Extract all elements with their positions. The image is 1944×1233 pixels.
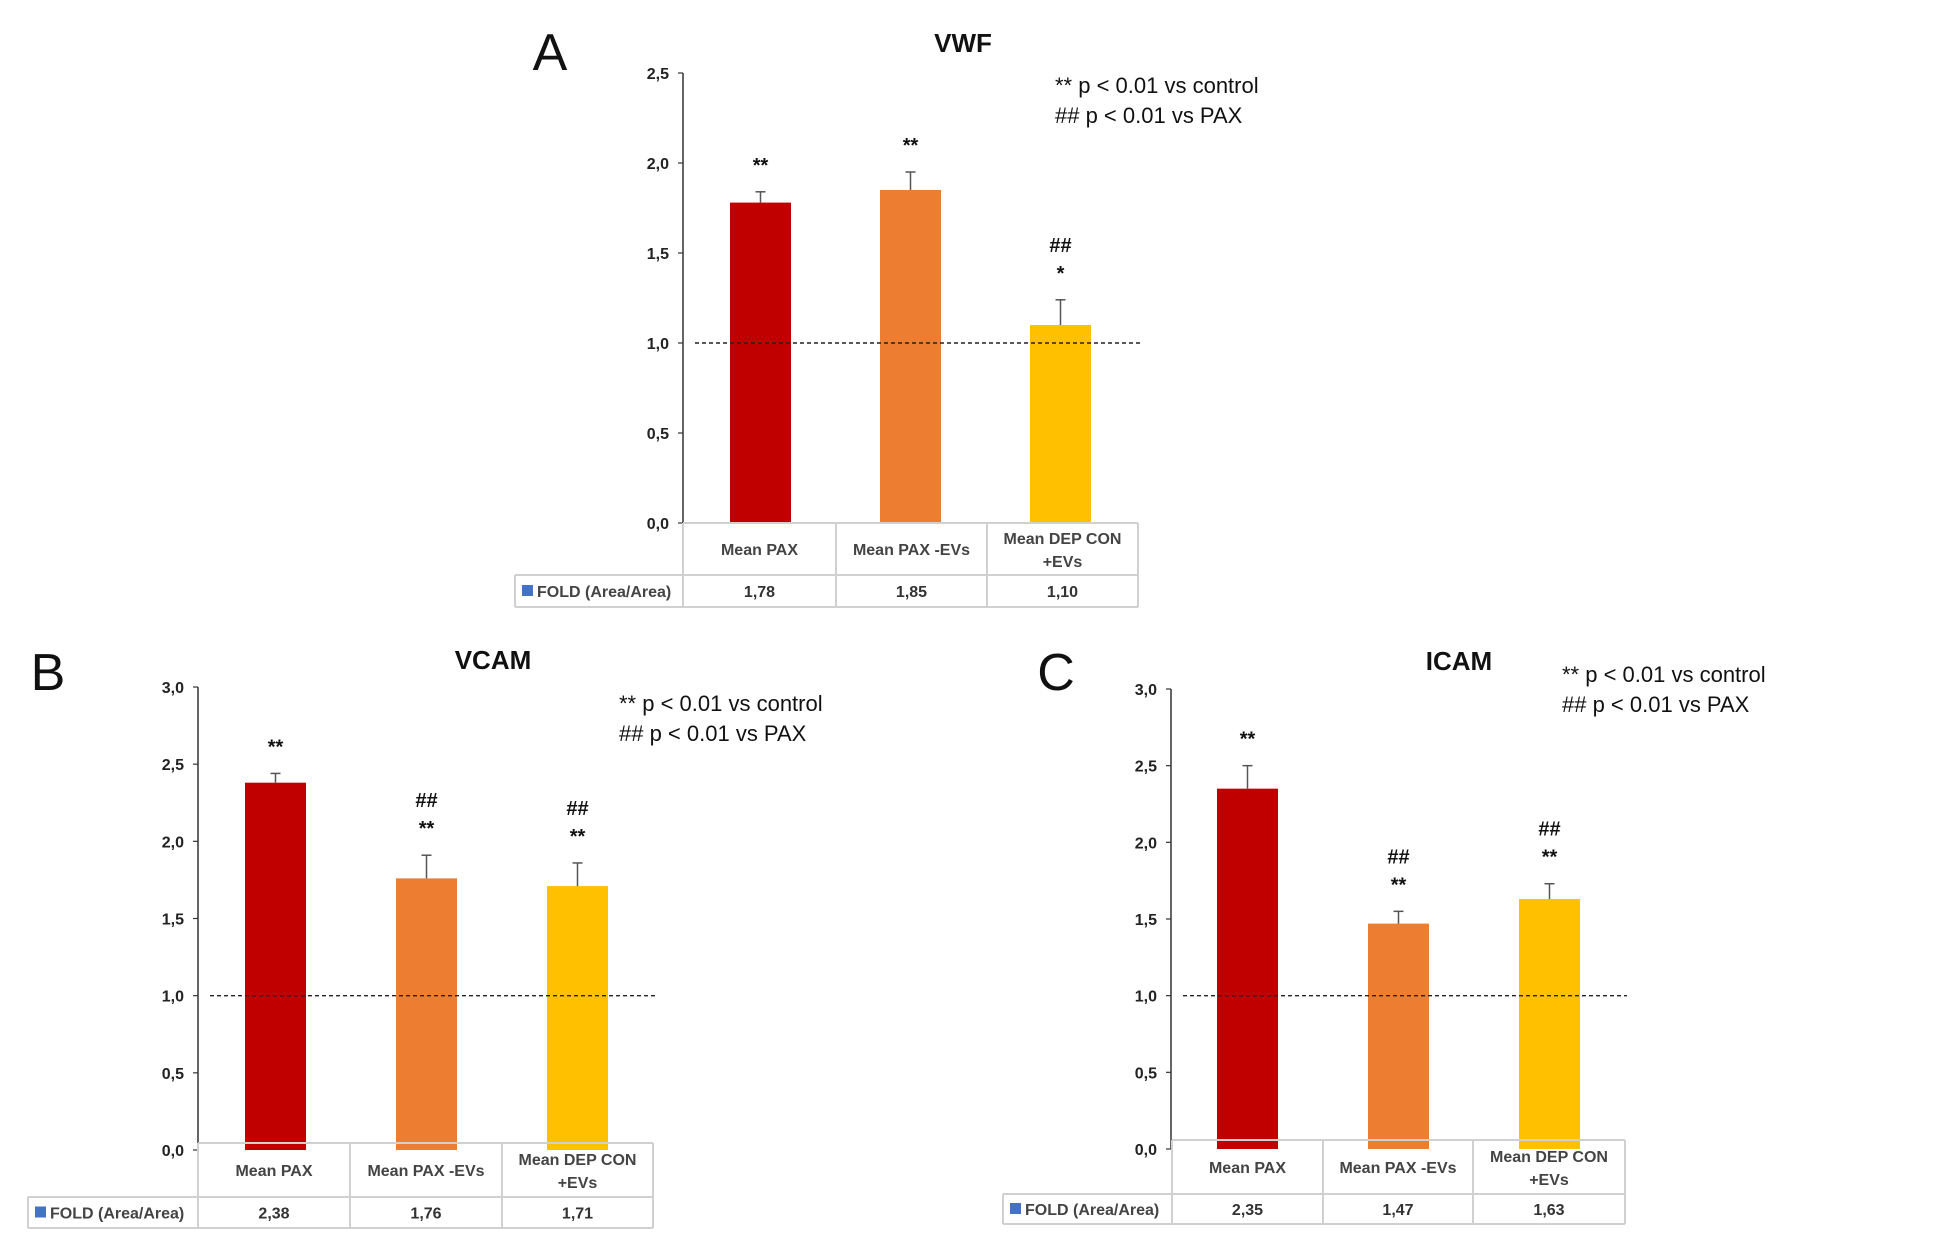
significance-legend-line: ## p < 0.01 vs PAX (1562, 692, 1750, 717)
chart-title: VCAM (455, 645, 532, 675)
chart-panel-c: C ICAM ** p < 0.01 vs control ## p < 0.01 v… (1002, 644, 1766, 1225)
category-label: Mean DEP CON (1004, 531, 1122, 548)
chart-title: VWF (934, 28, 992, 58)
bar (880, 190, 941, 523)
significance-mark: ## (415, 790, 437, 812)
significance-legend-line: ** p < 0.01 vs control (1562, 662, 1766, 687)
chart-title: ICAM (1426, 646, 1492, 676)
category-label: Mean PAX -EVs (1339, 1160, 1456, 1177)
series-legend-marker (522, 585, 533, 596)
y-tick-label: 3,0 (162, 680, 184, 697)
significance-legend-line: ## p < 0.01 vs PAX (1055, 103, 1243, 128)
y-tick-label: 1,5 (647, 246, 669, 263)
y-tick-label: 2,5 (647, 66, 669, 83)
bar (1217, 788, 1278, 1149)
significance-legend-line: ** p < 0.01 vs control (1055, 73, 1259, 98)
significance-mark: ** (268, 736, 284, 758)
significance-mark: ** (1391, 874, 1407, 896)
bar (547, 886, 608, 1150)
significance-mark: ** (1240, 729, 1256, 751)
panel-letter: C (1037, 644, 1075, 702)
category-label: Mean PAX (235, 1163, 312, 1180)
data-table-value: 2,35 (1232, 1202, 1263, 1219)
y-tick-label: 1,0 (647, 336, 669, 353)
data-table-value: 1,10 (1047, 584, 1078, 601)
data-table-value: 1,71 (562, 1206, 593, 1223)
data-table-value: 1,85 (896, 584, 927, 601)
data-table-value: 1,76 (410, 1206, 441, 1223)
bar (245, 782, 306, 1150)
y-tick-label: 0,0 (647, 516, 669, 533)
significance-mark: ** (753, 155, 769, 177)
category-label: Mean DEP CON (519, 1152, 637, 1169)
y-tick-label: 0,0 (1135, 1142, 1157, 1159)
series-legend-marker (1010, 1203, 1021, 1214)
category-label: Mean PAX -EVs (367, 1163, 484, 1180)
significance-mark: ** (903, 135, 919, 157)
y-tick-label: 2,0 (647, 156, 669, 173)
series-legend-label: FOLD (Area/Area) (537, 584, 671, 601)
bar (730, 202, 791, 523)
series-legend-label: FOLD (Area/Area) (1025, 1202, 1159, 1219)
y-tick-label: 2,0 (1135, 835, 1157, 852)
y-tick-label: 2,5 (162, 757, 184, 774)
bar (1030, 325, 1091, 523)
significance-mark: ## (566, 798, 588, 820)
category-label: Mean PAX (1209, 1160, 1286, 1177)
panel-letter: A (533, 24, 568, 82)
bar (1519, 899, 1580, 1149)
data-table-value: 1,63 (1533, 1202, 1564, 1219)
data-table-value: 2,38 (258, 1206, 289, 1223)
category-label: +EVs (558, 1175, 598, 1192)
chart-panel-a: A VWF ** p < 0.01 vs control ## p < 0.01 vs… (514, 24, 1259, 608)
significance-mark: ## (1049, 235, 1071, 257)
bar (396, 878, 457, 1150)
category-label: Mean DEP CON (1490, 1149, 1608, 1166)
significance-mark: ** (419, 818, 435, 840)
category-label: Mean PAX (721, 542, 798, 559)
y-tick-label: 2,0 (162, 834, 184, 851)
y-tick-label: 1,0 (1135, 989, 1157, 1006)
significance-mark: ## (1387, 846, 1409, 868)
significance-legend-line: ## p < 0.01 vs PAX (619, 721, 807, 746)
category-label: Mean PAX -EVs (853, 542, 970, 559)
data-table-value: 1,78 (744, 584, 775, 601)
significance-mark: ** (1542, 847, 1558, 869)
significance-mark: ## (1538, 819, 1560, 841)
y-tick-label: 0,0 (162, 1143, 184, 1160)
y-tick-label: 0,5 (162, 1066, 184, 1083)
series-legend-label: FOLD (Area/Area) (50, 1206, 184, 1223)
series-legend-marker (35, 1206, 46, 1218)
chart-panel-b: B VCAM ** p < 0.01 vs control ## p < 0.01 v… (27, 644, 823, 1229)
data-table-value: 1,47 (1382, 1202, 1413, 1219)
y-tick-label: 1,0 (162, 989, 184, 1006)
bar (1368, 923, 1429, 1149)
category-label: +EVs (1529, 1172, 1569, 1189)
significance-mark: * (1057, 263, 1065, 285)
significance-mark: ** (570, 826, 586, 848)
panel-letter: B (31, 644, 66, 702)
y-tick-label: 1,5 (162, 912, 184, 929)
category-label: +EVs (1043, 554, 1083, 571)
y-tick-label: 0,5 (647, 426, 669, 443)
y-tick-label: 1,5 (1135, 912, 1157, 929)
y-tick-label: 3,0 (1135, 682, 1157, 699)
y-tick-label: 2,5 (1135, 759, 1157, 776)
y-tick-label: 0,5 (1135, 1065, 1157, 1082)
significance-legend-line: ** p < 0.01 vs control (619, 691, 823, 716)
